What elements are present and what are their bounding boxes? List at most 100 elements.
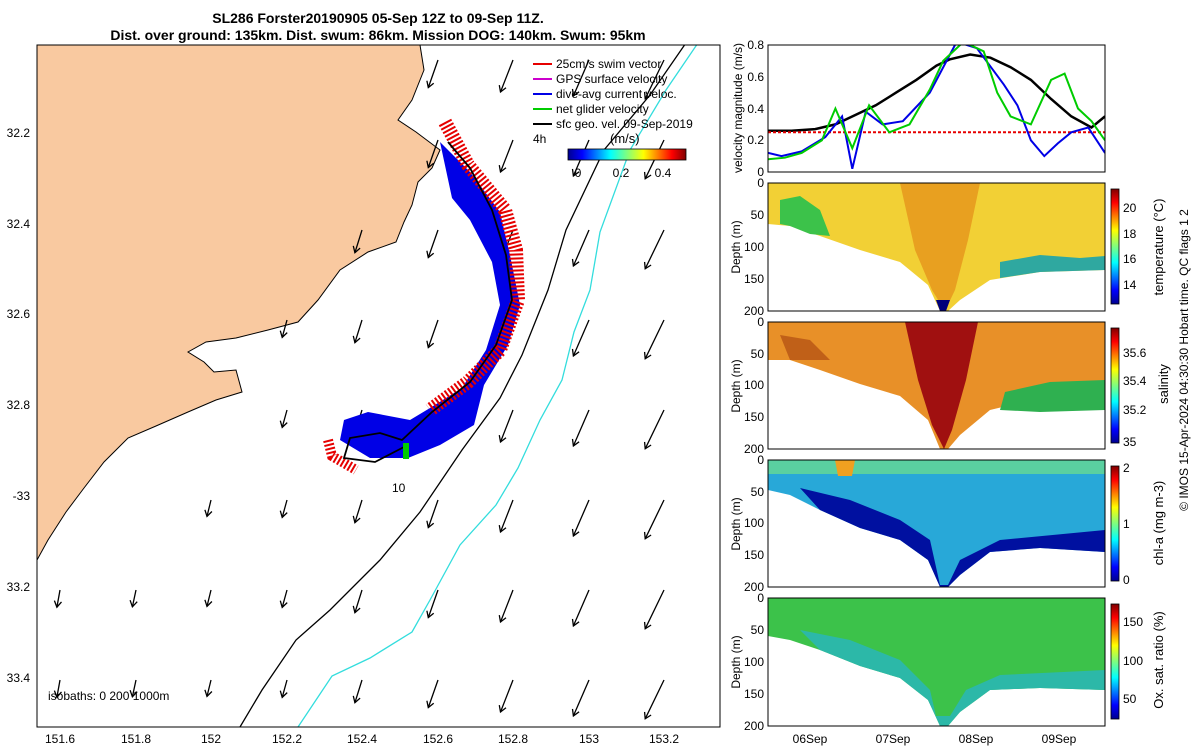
geo-arrow-head xyxy=(204,689,213,698)
chlorophyll-panel: 0 1 2 chl-a (mg m-3) xyxy=(767,459,1166,588)
geo-arrow-head xyxy=(498,434,507,444)
geo-arrow-head xyxy=(643,621,652,630)
geo-arrow-head xyxy=(571,708,580,718)
geo-arrow-shaft xyxy=(644,59,665,100)
geo-arrow-shaft xyxy=(281,499,288,518)
geo-arrow-head xyxy=(53,600,62,609)
salinity-colorbar xyxy=(1110,327,1120,444)
oxy-ctick: 150 xyxy=(1123,615,1143,629)
geo-arrow-head xyxy=(352,695,361,704)
map-xtick: 152.2 xyxy=(272,732,302,746)
depth-label: Depth (m) xyxy=(729,359,743,412)
depth-tick: 50 xyxy=(751,347,765,361)
colorbar-label: (m/s) xyxy=(610,131,640,146)
depth-tick: 200 xyxy=(744,442,764,456)
land-mass xyxy=(37,45,441,561)
depth-tick: 200 xyxy=(744,719,764,733)
legend-net: net glider velocity xyxy=(556,102,649,116)
temperature-panel: 14 16 18 20 temperature (°C) xyxy=(767,182,1166,312)
geo-arrow-head xyxy=(204,509,213,518)
oxy-ctick: 50 xyxy=(1123,692,1137,706)
geo-arrow-shaft xyxy=(56,589,61,608)
geo-arrow-head xyxy=(571,88,580,98)
geo-arrow-head xyxy=(643,441,652,450)
title-line-1: SL286 Forster20190905 05-Sep 12Z to 09-S… xyxy=(212,10,544,26)
geo-arrow-shaft xyxy=(427,499,439,528)
geo-arrow-head xyxy=(571,528,580,538)
time-tick: 06Sep xyxy=(793,732,828,746)
depth-tick: 50 xyxy=(751,485,765,499)
geo-arrow-head xyxy=(571,168,580,178)
geo-arrow-head xyxy=(129,689,138,699)
geo-arrow-head xyxy=(426,250,435,259)
temp-ctick: 14 xyxy=(1123,278,1137,292)
geo-arrow-head xyxy=(279,510,288,519)
legend-swim: 25cm/s swim vector xyxy=(556,57,661,71)
time-tick: 09Sep xyxy=(1042,732,1077,746)
geo-arrow-head xyxy=(426,520,435,529)
temperature-clabel: temperature (°C) xyxy=(1151,199,1166,296)
map-y-ticks: 32.2 32.4 32.6 32.8 -33 33.2 33.4 xyxy=(7,126,31,685)
geo-arrow-head xyxy=(643,351,652,360)
annotation-4h: 4h xyxy=(533,132,546,146)
depth-axes: 0 50 100 150 200 Depth (m) 0 50 100 150 … xyxy=(729,176,764,733)
map-ytick: -33 xyxy=(13,489,31,503)
geo-arrow-shaft xyxy=(572,679,590,717)
chlorophyll-field xyxy=(768,460,1105,587)
geo-arrow-shaft xyxy=(281,679,288,698)
geo-arrow-shaft xyxy=(572,319,590,357)
geo-arrow-head xyxy=(352,335,361,344)
geo-arrow-shaft xyxy=(499,499,514,533)
geo-arrow-head xyxy=(571,438,580,448)
geostrophic-velocity-arrows xyxy=(53,59,665,720)
vel-ylabel: velocity magnitude (m/s) xyxy=(731,43,745,173)
vel-ytick: 0.4 xyxy=(747,102,764,116)
oxygen-colorbar xyxy=(1110,603,1120,720)
isobath-note: isobaths: 0 200 1000m xyxy=(48,689,169,703)
chlorophyll-clabel: chl-a (mg m-3) xyxy=(1151,481,1166,566)
salinity-clabel: salinity xyxy=(1156,364,1171,404)
chl-ctick: 2 xyxy=(1123,461,1130,475)
geo-arrow-head xyxy=(498,524,507,534)
geo-arrow-shaft xyxy=(499,589,514,623)
geo-arrow-head xyxy=(352,605,361,614)
depth-tick: 50 xyxy=(751,208,765,222)
geo-arrow-head xyxy=(498,704,507,714)
geo-arrow-shaft xyxy=(644,589,665,630)
time-tick: 07Sep xyxy=(876,732,911,746)
geo-arrow-shaft xyxy=(644,409,665,450)
title-line-2: Dist. over ground: 135km. Dist. swum: 86… xyxy=(110,27,645,43)
chlorophyll-colorbar xyxy=(1110,465,1120,582)
colorbar-tick-2: 0.4 xyxy=(655,166,672,180)
map-xtick: 151.8 xyxy=(121,732,151,746)
depth-tick: 200 xyxy=(744,580,764,594)
geo-arrow-shaft xyxy=(354,499,363,523)
geo-arrow-head xyxy=(279,330,288,339)
geo-arrow-head xyxy=(498,164,507,174)
chl-ctick: 1 xyxy=(1123,517,1130,531)
geo-arrow-shaft xyxy=(427,679,439,708)
isobath-1000m xyxy=(297,45,698,727)
geo-arrow-head xyxy=(352,245,361,254)
geo-arrow-shaft xyxy=(572,229,590,267)
geo-arrow-head xyxy=(643,711,652,720)
geo-arrow-shaft xyxy=(354,679,363,703)
depth-tick: 150 xyxy=(744,548,764,562)
salinity-axes-box xyxy=(767,321,1106,450)
isobath-200m xyxy=(239,45,686,727)
sal-ctick: 35.2 xyxy=(1123,403,1147,417)
annotation-10: 10 xyxy=(392,481,406,495)
velocity-panel: 0 0.2 0.4 0.6 0.8 velocity magnitude (m/… xyxy=(731,38,1106,179)
chlorophyll-axes-box xyxy=(767,459,1106,588)
time-tick: 08Sep xyxy=(959,732,994,746)
salinity-panel: 35 35.2 35.4 35.6 salinity xyxy=(767,321,1171,450)
geo-arrow-shaft xyxy=(644,319,665,360)
geo-arrow-head xyxy=(279,690,288,699)
map-x-ticks: 151.6 151.8 152 152.2 152.4 152.6 152.8 … xyxy=(45,732,679,746)
oxygen-clabel: Ox. sat. ratio (%) xyxy=(1151,611,1166,709)
geo-arrow-head xyxy=(426,340,435,349)
depth-tick: 150 xyxy=(744,410,764,424)
time-axis: 06Sep 07Sep 08Sep 09Sep xyxy=(793,732,1077,746)
geo-arrow-head xyxy=(426,700,435,709)
